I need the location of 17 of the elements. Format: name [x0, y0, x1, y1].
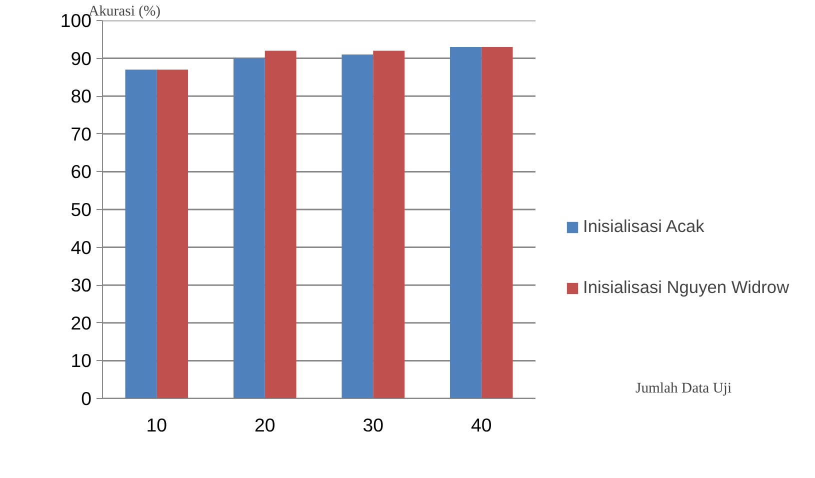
y-tick-label: 90: [70, 48, 92, 69]
y-tick-label: 0: [81, 388, 92, 409]
x-tick-label: 40: [471, 414, 492, 436]
y-tick-label: 30: [70, 274, 92, 296]
y-tick-label: 70: [70, 123, 92, 144]
y-tick-label: 50: [70, 199, 92, 220]
y-tick-label: 10: [70, 350, 92, 372]
text: Jumlah Data Uji: [636, 380, 732, 396]
legend-label: Inisialisasi Acak: [583, 216, 704, 237]
y-tick-label: 60: [70, 161, 92, 182]
x-tick-label: 10: [146, 414, 168, 436]
y-tick-label: 40: [70, 236, 92, 258]
x-tick-label: 20: [254, 414, 276, 436]
legend-label: Inisialisasi Nguyen Widrow: [583, 277, 790, 298]
x-tick-label: 30: [362, 414, 384, 436]
y-tick-label: 80: [70, 86, 92, 107]
y-tick-label: 20: [70, 312, 92, 334]
